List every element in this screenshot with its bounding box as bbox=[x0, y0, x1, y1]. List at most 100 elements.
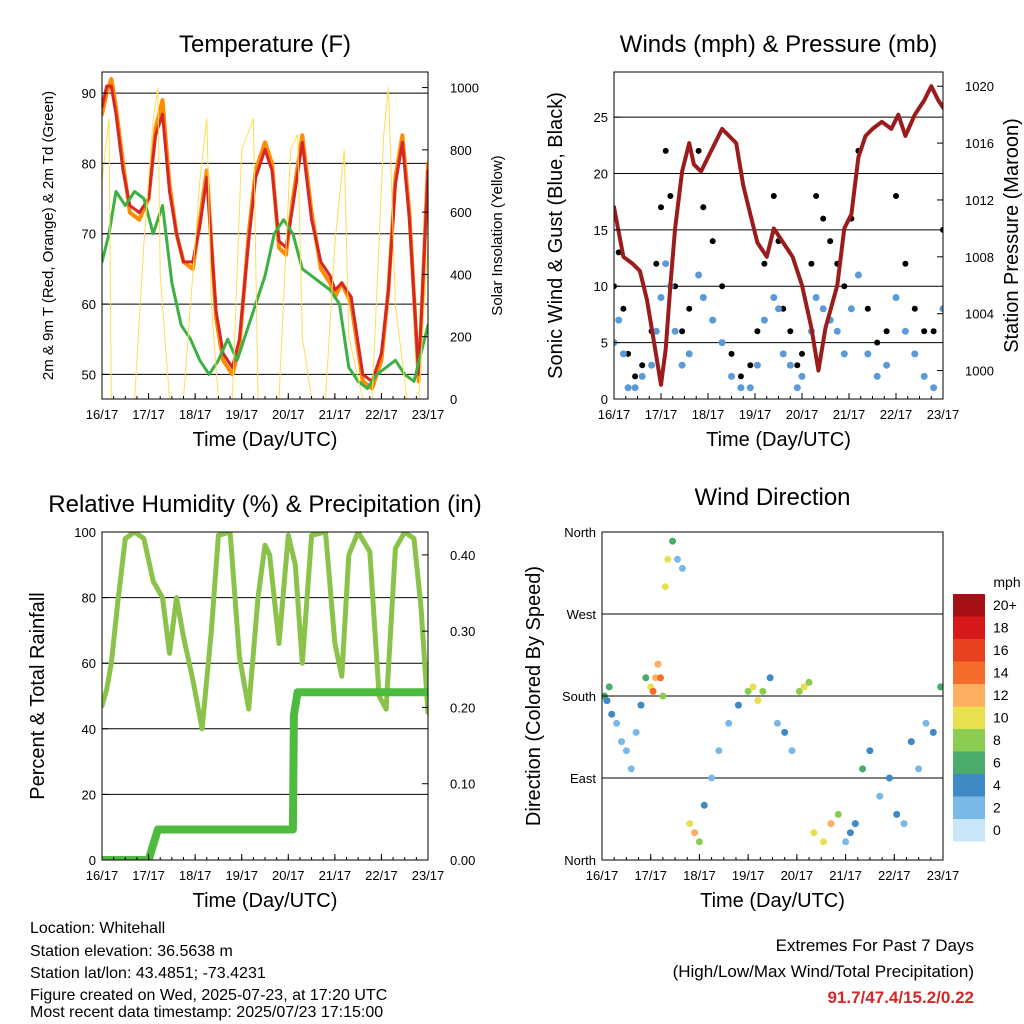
extremes-values: 91.7/47.4/15.2/0.22 bbox=[827, 988, 974, 1007]
x-tick-label: 17/17 bbox=[132, 868, 165, 883]
y-tick-label: North bbox=[564, 853, 596, 868]
data-point-direction bbox=[608, 710, 616, 718]
figure-created: Figure created on Wed, 2025-07-23, at 17… bbox=[30, 987, 388, 1004]
data-point-direction bbox=[686, 820, 694, 828]
data-point-direction bbox=[627, 765, 635, 773]
data-point-direction bbox=[922, 719, 930, 727]
series-line-relative-humidity bbox=[102, 532, 428, 732]
x-tick-label: 20/17 bbox=[781, 868, 814, 883]
x-axis-label: Time (Day/UTC) bbox=[700, 890, 845, 912]
data-point-gust bbox=[902, 260, 909, 267]
colorbar-unit: mph bbox=[993, 574, 1020, 590]
colorbar-label: 18 bbox=[993, 620, 1009, 636]
x-tick-label: 21/17 bbox=[833, 407, 866, 422]
y-tick-label: West bbox=[567, 607, 597, 622]
y-tick-label: 80 bbox=[82, 591, 96, 606]
plot-area bbox=[102, 532, 428, 860]
y-right-tick-label: 1008 bbox=[965, 250, 994, 265]
data-point-sonic-wind bbox=[939, 305, 943, 313]
data-point-sonic-wind bbox=[662, 260, 670, 268]
y-tick-label: 0 bbox=[89, 853, 96, 868]
y-tick-label: 60 bbox=[82, 297, 96, 312]
data-point-gust bbox=[709, 238, 716, 245]
data-point-gust bbox=[658, 204, 664, 211]
colorbar-swatch bbox=[953, 594, 985, 617]
data-point-sonic-wind bbox=[671, 327, 679, 335]
plot-area bbox=[614, 84, 943, 392]
y-tick-label: 15 bbox=[594, 223, 608, 238]
data-point-gust bbox=[794, 362, 801, 369]
data-point-gust bbox=[874, 339, 881, 346]
humidity-precip-panel: Relative Humidity (%) & Precipitation (i… bbox=[27, 491, 482, 912]
y-tick-label: 5 bbox=[601, 336, 608, 351]
data-point-direction bbox=[637, 701, 645, 709]
data-point-sonic-wind bbox=[819, 305, 827, 313]
chart-title: Relative Humidity (%) & Precipitation (i… bbox=[48, 491, 481, 518]
data-point-sonic-wind bbox=[911, 350, 919, 358]
colorbar-swatch bbox=[953, 751, 985, 774]
y-right-axis-label: Solar Insolation (Yellow) bbox=[489, 155, 506, 315]
data-point-direction bbox=[618, 738, 625, 746]
data-point-sonic-wind bbox=[775, 305, 782, 313]
data-point-gust bbox=[820, 215, 827, 222]
y-tick-label: 80 bbox=[82, 156, 96, 171]
data-point-sonic-wind bbox=[930, 384, 938, 392]
data-point-gust bbox=[893, 193, 899, 199]
chart-title: Temperature (F) bbox=[179, 31, 351, 58]
data-point-sonic-wind bbox=[920, 372, 928, 380]
y-tick-label: 40 bbox=[82, 722, 96, 737]
y-tick-label: 70 bbox=[82, 227, 96, 242]
data-point-direction bbox=[937, 683, 943, 691]
data-point-direction bbox=[846, 829, 854, 837]
y-right-tick-label: 0.10 bbox=[450, 777, 475, 792]
x-tick-label: 18/17 bbox=[179, 868, 212, 883]
y-right-tick-label: 0.40 bbox=[450, 548, 475, 563]
data-point-sonic-wind bbox=[779, 350, 787, 358]
colorbar-label: 14 bbox=[993, 665, 1009, 681]
data-point-sonic-wind bbox=[631, 384, 639, 392]
data-point-gust bbox=[667, 193, 674, 199]
y-tick-label: 25 bbox=[594, 110, 608, 125]
data-point-sonic-wind bbox=[678, 361, 686, 369]
data-point-sonic-wind bbox=[901, 327, 909, 335]
y-right-tick-label: 1020 bbox=[965, 79, 994, 94]
data-point-gust bbox=[787, 328, 794, 335]
data-point-direction bbox=[834, 810, 842, 818]
data-point-direction bbox=[715, 747, 723, 755]
data-point-gust bbox=[813, 193, 820, 199]
y-right-tick-label: 1000 bbox=[965, 364, 994, 379]
data-point-sonic-wind bbox=[753, 361, 761, 369]
y-tick-label: 90 bbox=[82, 86, 96, 101]
x-tick-label: 20/17 bbox=[272, 407, 305, 422]
data-point-sonic-wind bbox=[746, 384, 754, 392]
y-right-tick-label: 1012 bbox=[965, 193, 994, 208]
x-tick-label: 22/17 bbox=[880, 407, 913, 422]
y-axis-label: 2m & 9m T (Red, Orange) & 2m Td (Green) bbox=[40, 91, 57, 380]
station-latlon: Station lat/lon: 43.4851; -73.4231 bbox=[30, 965, 266, 982]
chart-title: Winds (mph) & Pressure (mb) bbox=[620, 31, 937, 58]
data-point-sonic-wind bbox=[864, 350, 872, 358]
data-point-direction bbox=[876, 792, 884, 800]
y-tick-label: 50 bbox=[82, 367, 96, 382]
y-right-axis-label: Station Pressure (Maroon) bbox=[1001, 118, 1023, 353]
data-point-gust bbox=[679, 328, 686, 335]
y-right-tick-label: 800 bbox=[450, 143, 472, 158]
data-point-direction bbox=[659, 692, 667, 700]
data-point-sonic-wind bbox=[699, 294, 707, 301]
data-point-gust bbox=[780, 305, 787, 312]
data-point-direction bbox=[652, 674, 660, 682]
x-tick-label: 20/17 bbox=[272, 868, 305, 883]
colorbar-swatch bbox=[953, 819, 985, 842]
colorbar-label: 20+ bbox=[993, 597, 1017, 613]
data-point-direction bbox=[700, 801, 708, 809]
x-tick-label: 17/17 bbox=[645, 407, 678, 422]
colorbar-swatch bbox=[953, 796, 985, 819]
wind-direction-panel: Wind Direction 16/17 17/17 18/17 19/17 20/17 2… bbox=[523, 484, 959, 912]
data-point-sonic-wind bbox=[737, 384, 745, 392]
data-point-gust bbox=[747, 362, 754, 369]
recent-timestamp: Most recent data timestamp: 2025/07/23 1… bbox=[30, 1004, 384, 1021]
series-line-2m-td bbox=[102, 190, 428, 390]
y-right-tick-label: 400 bbox=[450, 267, 472, 282]
x-tick-label: 16/17 bbox=[86, 868, 119, 883]
data-point-direction bbox=[649, 687, 657, 695]
